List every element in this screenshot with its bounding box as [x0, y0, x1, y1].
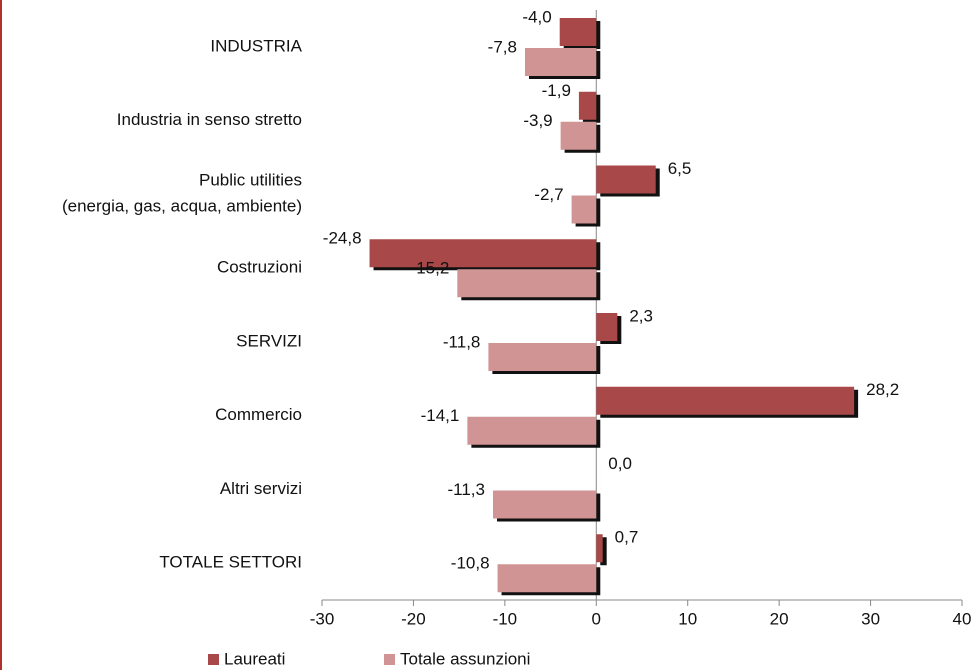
category-label: INDUSTRIA [210, 36, 302, 55]
bar [578, 91, 597, 120]
value-label: -7,8 [488, 37, 517, 56]
value-label: 2,3 [629, 306, 653, 325]
value-label: -15,2 [411, 259, 450, 278]
category-label: Industria in senso stretto [117, 110, 302, 129]
value-label: -10,8 [451, 554, 490, 573]
bar [467, 416, 597, 445]
bar [497, 564, 597, 593]
category-label: Altri servizi [220, 479, 302, 498]
category-label: SERVIZI [236, 331, 302, 350]
value-label: -3,9 [523, 111, 552, 130]
legend-marker [384, 654, 395, 665]
category-label: TOTALE SETTORI [159, 553, 302, 572]
bar [560, 121, 597, 150]
category-label: Public utilities (energia, gas, acqua, am… [62, 171, 302, 216]
bar [492, 490, 597, 519]
bar [524, 48, 597, 76]
value-label: -11,8 [443, 332, 481, 351]
x-tick-label: 30 [861, 609, 880, 628]
x-tick-label: 20 [770, 609, 789, 628]
bar [488, 343, 597, 371]
value-label: 28,2 [866, 380, 899, 399]
category-label: Costruzioni [217, 258, 302, 277]
legend-marker [208, 654, 219, 665]
value-label: -4,0 [522, 7, 551, 26]
value-label: -14,1 [421, 406, 460, 425]
bar [596, 386, 855, 415]
x-tick-label: -20 [401, 609, 426, 628]
value-label: 6,5 [668, 159, 692, 178]
bar [457, 269, 597, 298]
x-tick-label: 0 [592, 609, 601, 628]
x-tick-label: 10 [678, 609, 697, 628]
x-tick-label: -10 [493, 609, 518, 628]
bar [559, 18, 597, 46]
value-label: -11,3 [447, 480, 485, 499]
bar [369, 239, 597, 268]
x-tick-label: 40 [953, 609, 972, 628]
bar [596, 534, 603, 563]
value-label: -24,8 [323, 229, 362, 248]
category-label: Commercio [215, 405, 302, 424]
value-label: 0,7 [615, 528, 639, 547]
value-label: -2,7 [534, 185, 563, 204]
value-label: -1,9 [542, 81, 571, 100]
legend-label: Totale assunzioni [400, 649, 530, 668]
bar [596, 165, 656, 194]
legend-label: Laureati [224, 649, 285, 668]
bar [596, 313, 618, 341]
x-tick-label: -30 [310, 609, 335, 628]
value-label: 0,0 [608, 454, 632, 473]
bar [571, 195, 597, 224]
